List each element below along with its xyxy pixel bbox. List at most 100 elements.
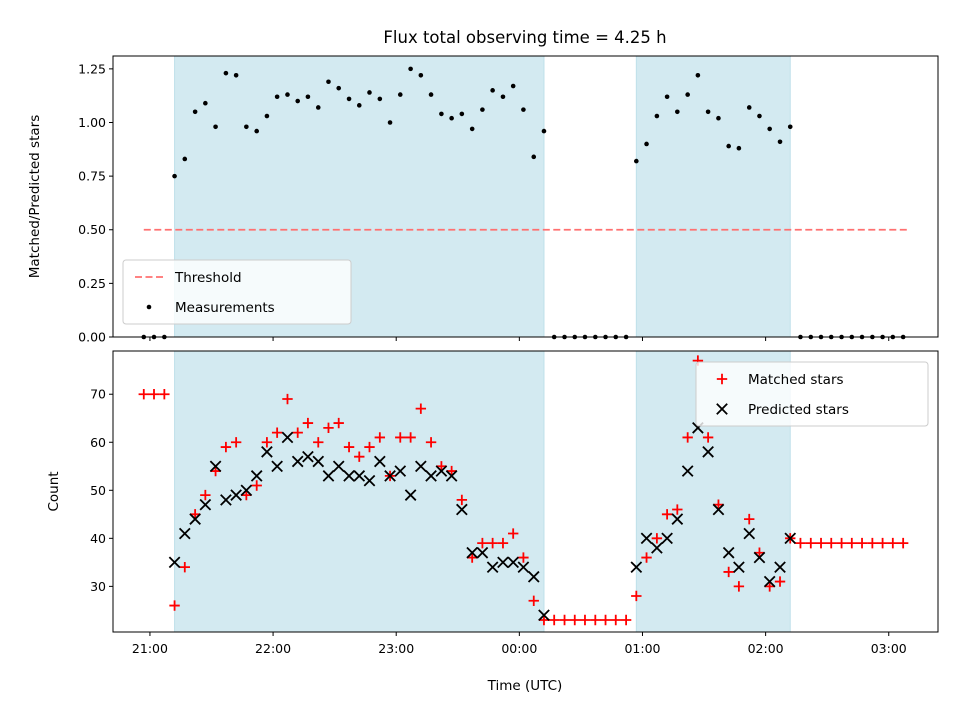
matched-stars-point [569,614,580,626]
predicted-stars-point [250,470,263,482]
predicted-stars-point [271,460,283,473]
predicted-stars-point [281,431,294,444]
measurements-point [439,111,444,117]
predicted-stars-point [466,546,479,559]
matched-stars-point [528,595,539,606]
predicted-stars-point [404,489,417,501]
matched-stars-point [518,552,529,563]
matched-stars-point [138,389,149,400]
y-tick-label: 0.75 [78,169,106,184]
measurements-point [767,126,772,132]
matched-stars-point [672,504,683,515]
matched-stars-point [313,437,324,448]
matched-stars-point [179,561,190,573]
predicted-stars-point [753,551,766,564]
measurements-point [295,98,301,104]
measurements-point [356,103,362,108]
matched-stars-point [497,537,509,549]
measurements-point [367,90,372,95]
measurements-point [480,107,485,112]
measurements-point [757,113,762,119]
predicted-stars-point [363,474,376,487]
matched-stars-point [343,441,355,453]
predicted-stars-point [353,470,366,482]
matched-stars-point [251,480,262,491]
predicted-stars-point [486,561,499,573]
measurements-point [233,73,239,78]
y-tick-label: 0.25 [78,276,106,291]
matched-stars-point [487,537,498,549]
matched-stars-point [815,537,827,549]
measurements-point [644,141,649,147]
measurements-point [285,92,290,97]
matched-stars-point [856,537,868,549]
matched-stars-point [836,537,847,549]
matched-stars-point [887,537,899,549]
matched-stars-point [189,509,201,520]
predicted-stars-point [230,489,242,501]
predicted-stars-point [651,542,663,554]
predicted-stars-point [743,527,756,540]
y-tick-label: 1.25 [78,61,106,76]
matched-stars-point [610,614,621,626]
matched-stars-point [620,614,632,626]
y-tick-label: 60 [90,435,106,450]
predicted-stars-point [209,460,222,473]
y-tick-label: 50 [90,483,106,498]
measurements-point [664,94,670,100]
predicted-stars-point [414,460,427,473]
predicted-stars-point [302,450,314,463]
matched-stars-point [456,494,468,506]
matched-stars-point [590,614,601,626]
predicted-stars-point [425,470,437,482]
matched-stars-point [579,614,591,626]
measurements-point [500,94,506,100]
matched-stars-point [405,432,416,443]
predicted-stars-point [189,513,201,525]
predicted-stars-point [178,527,191,540]
y-tick-label: 30 [90,579,106,594]
legend-box [695,361,929,427]
measurements-point [274,94,280,100]
matched-stars-point [148,389,160,400]
matched-stars-point [446,465,457,477]
predicted-stars-point [332,460,345,473]
measurements-point [305,94,311,100]
matched-stars-point [200,489,211,501]
predicted-stars-point [733,561,745,573]
matched-stars-point [774,576,786,587]
x-tick-label: 01:00 [624,641,660,656]
matched-stars-point [436,461,447,472]
matched-stars-point [744,513,755,525]
measurements-point [531,154,537,160]
predicted-stars-point [220,494,232,506]
matched-stars-point [477,537,488,549]
x-tick-label: 22:00 [255,641,291,656]
x-axis-label: Time (UTC) [487,678,563,694]
matched-stars-point [764,581,775,592]
ratio-panel-frame [112,55,939,338]
x-tick-label: 21:00 [132,641,168,656]
predicted-stars-point [456,503,468,516]
legend-swatch [146,304,152,310]
count-panel-frame [112,350,939,633]
matched-stars-point [374,432,386,443]
matched-stars-point [897,537,909,549]
y-tick-label: 0.00 [78,330,106,345]
matched-stars-point [230,437,242,448]
legend-entry: Measurements [175,300,275,316]
matched-stars-point [559,614,570,626]
legend-entry: Matched stars [748,372,844,388]
count-panel: 30 40 50 60 70 21:00 22:00 23:00 00:00 01:00 02:0… [46,350,939,656]
matched-stars-point [600,614,611,626]
measurements-point [223,70,229,76]
legend-swatch [716,373,728,385]
matched-stars-point [364,441,375,453]
matched-stars-point [723,566,734,578]
matched-stars-point [271,427,283,438]
measurements-point [213,124,218,130]
predicted-stars-point [373,455,386,468]
predicted-stars-point [763,575,776,588]
measurements-point [172,173,177,179]
observing-window-2 [635,55,791,338]
